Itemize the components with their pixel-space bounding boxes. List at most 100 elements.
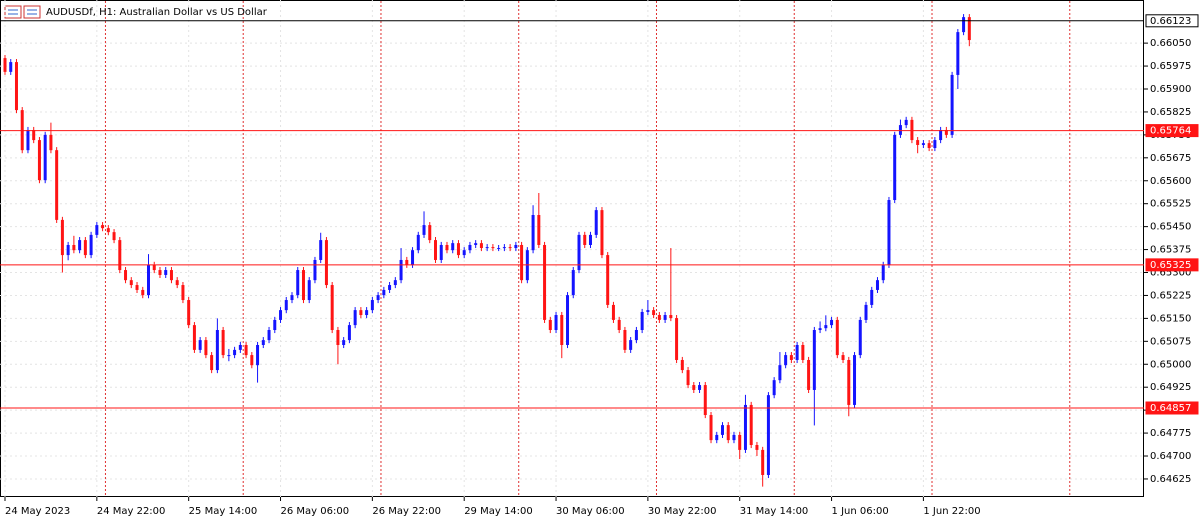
candle-body	[853, 355, 857, 405]
candle-body	[698, 385, 702, 390]
candle-body	[640, 311, 644, 331]
x-tick-label: 1 Jun 22:00	[923, 506, 980, 517]
candle-body	[864, 304, 868, 320]
candle-body	[830, 319, 834, 326]
y-tick-label: 0.65300	[1150, 268, 1191, 279]
candle-body	[514, 244, 518, 249]
y-tick-label: 0.65975	[1150, 61, 1191, 72]
y-tick-label: 0.65900	[1150, 84, 1191, 95]
price-level-tag	[1145, 124, 1199, 138]
y-tick-label: 0.64775	[1150, 428, 1191, 439]
candle-body	[927, 143, 931, 149]
price-level-label: 0.65325	[1150, 260, 1191, 271]
candle-body	[663, 315, 667, 320]
candle-body	[43, 134, 47, 181]
plot-frame	[0, 0, 1144, 497]
candle-body	[772, 380, 776, 396]
candle-body	[376, 295, 380, 301]
candle-body	[617, 319, 621, 331]
candle-body	[921, 143, 925, 145]
candle-body	[261, 340, 265, 345]
candle-body	[870, 289, 874, 305]
candle-body	[141, 289, 145, 296]
candle-body	[456, 243, 460, 256]
candle-body	[577, 234, 581, 271]
candle-body	[290, 295, 294, 301]
candle-body	[347, 325, 351, 341]
y-tick-label: 0.64925	[1150, 382, 1191, 393]
candle-body	[560, 315, 564, 345]
candle-body	[583, 234, 587, 245]
x-tick-label: 26 May 06:00	[281, 506, 350, 517]
candle-body	[967, 17, 971, 41]
x-tick-label: 26 May 22:00	[372, 506, 441, 517]
candle-body	[789, 355, 793, 360]
candle-body	[175, 280, 179, 286]
candle-body	[588, 234, 592, 245]
candle-body	[26, 129, 30, 151]
candle-body	[755, 445, 759, 450]
candle-body	[273, 319, 277, 331]
candle-body	[669, 315, 673, 319]
candle-body	[502, 247, 506, 249]
grid	[0, 0, 1144, 497]
candle-body	[215, 330, 219, 371]
y-tick-label: 0.65375	[1150, 245, 1191, 256]
x-tick-label: 29 May 14:00	[464, 506, 533, 517]
candle-body	[904, 119, 908, 126]
candle-body	[250, 355, 254, 366]
candle-body	[428, 225, 432, 241]
candle-body	[164, 270, 168, 275]
candle-body	[439, 244, 443, 260]
candle-body	[715, 434, 719, 441]
candle-body	[187, 300, 191, 326]
candle-body	[497, 248, 501, 250]
candle-body	[370, 300, 374, 311]
candle-body	[129, 280, 133, 286]
x-tick-label: 31 May 14:00	[740, 506, 809, 517]
candle-body	[152, 264, 156, 271]
candle-body	[566, 295, 570, 345]
candle-body	[950, 74, 954, 135]
candle-body	[847, 359, 851, 405]
candle-body	[382, 289, 386, 296]
candle-body	[491, 247, 495, 249]
candle-body	[181, 285, 185, 301]
price-level-tag	[1145, 258, 1199, 272]
candle-body	[778, 365, 782, 381]
candle-body	[824, 325, 828, 329]
candle-body	[543, 244, 547, 320]
candle-body	[106, 228, 110, 233]
candle-body	[233, 349, 237, 356]
x-tick-label: 25 May 14:00	[189, 506, 258, 517]
candle-body	[721, 425, 724, 435]
candle-body	[479, 243, 483, 249]
candle-body	[445, 244, 449, 251]
y-tick-label: 0.64700	[1150, 451, 1191, 462]
candle-body	[324, 240, 328, 286]
candle-body	[743, 404, 747, 450]
candle-body	[169, 270, 173, 281]
candle-body	[158, 270, 162, 275]
y-tick-label: 0.66050	[1150, 38, 1191, 49]
candle-body	[451, 243, 455, 251]
candle-body	[147, 264, 150, 296]
candle-body	[32, 129, 36, 141]
candle-body	[732, 434, 736, 441]
candle-body	[462, 250, 466, 256]
candle-body	[881, 264, 885, 281]
candle-body	[319, 240, 323, 260]
candle-body	[66, 244, 70, 256]
candle-body	[611, 304, 615, 320]
candle-body	[307, 280, 311, 301]
chart-icon	[4, 5, 41, 19]
candle-body	[875, 280, 879, 290]
candle-body	[738, 434, 742, 450]
candle-body	[72, 244, 76, 251]
candle-body	[301, 270, 305, 301]
candle-body	[657, 315, 661, 320]
candle-body	[933, 140, 937, 149]
price-level-tag	[1145, 401, 1199, 415]
